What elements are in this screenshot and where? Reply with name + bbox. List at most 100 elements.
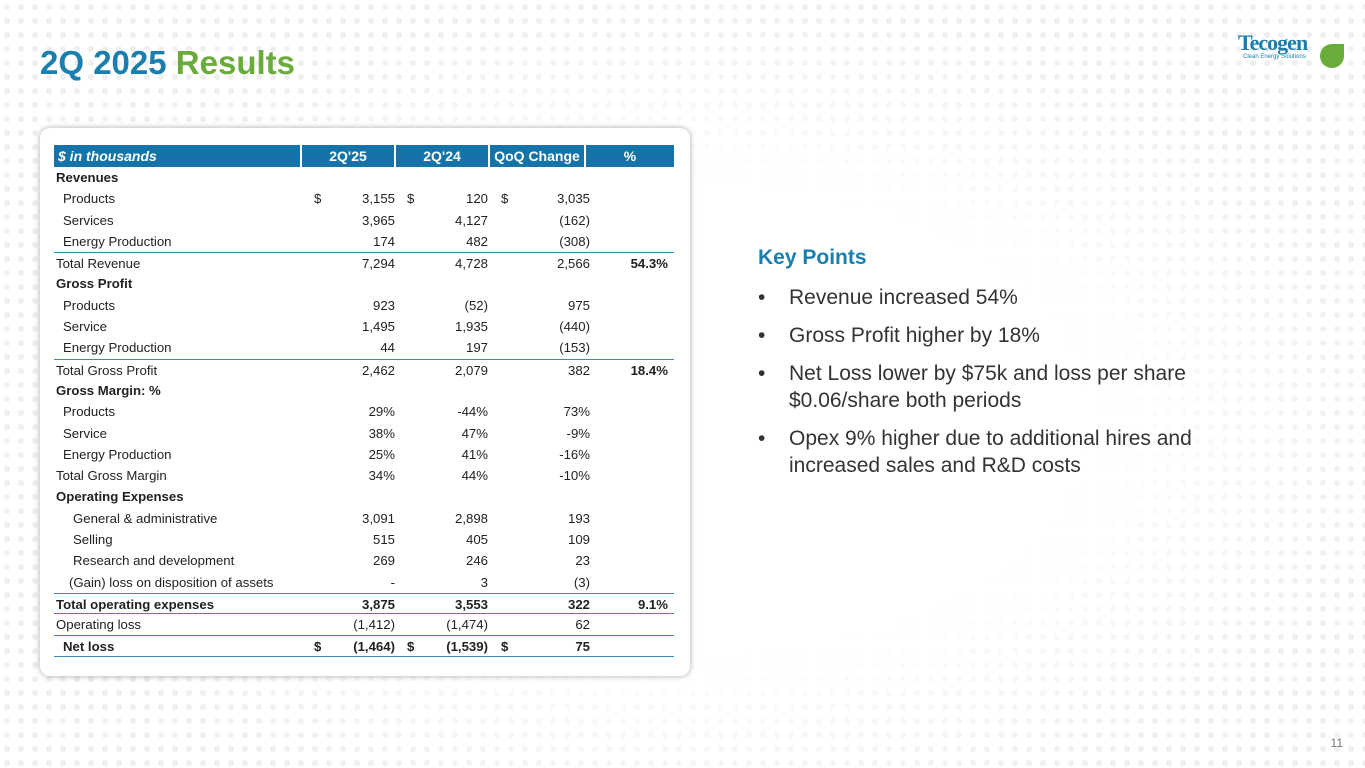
tecogen-logo: Tecogen Clean Energy Solutions: [1238, 30, 1348, 72]
row-label: Research and development: [73, 553, 235, 569]
row-value: 923: [372, 297, 395, 313]
row-value: 75: [575, 638, 590, 654]
row-value: (52): [464, 297, 488, 313]
table-row: Products $ $ $3,155 120 3,035: [54, 188, 674, 209]
row-value: 197: [465, 340, 488, 356]
row-label: Service: [63, 319, 107, 335]
row-value: 3,091: [361, 510, 395, 526]
table-row: Operating Expenses: [54, 486, 674, 507]
table-row: Products 29% -44% 73%: [54, 401, 674, 422]
row-label: Services: [63, 212, 114, 228]
table-row: Service 38% 47% -9%: [54, 423, 674, 444]
row-label: Operating loss: [56, 617, 142, 633]
table-row: Net loss $ $ $ (1,464) (1,539) 75: [54, 636, 674, 657]
title-part2: Results: [175, 44, 295, 81]
row-value: 23: [575, 553, 590, 569]
row-value: 3,035: [556, 191, 590, 207]
row-value: 9.1%: [637, 596, 668, 612]
row-value: 120: [465, 191, 488, 207]
row-value: 29%: [368, 404, 395, 420]
row-value: 515: [372, 532, 395, 548]
row-value: 44%: [461, 468, 488, 484]
row-value: -10%: [559, 468, 590, 484]
row-value: (153): [559, 340, 590, 356]
title-part1: 2Q 2025: [40, 44, 167, 81]
row-value: 3: [480, 574, 488, 590]
table-row: Total Gross Margin 34% 44% -10%: [54, 465, 674, 486]
header-pct: %: [623, 148, 637, 164]
row-value: 38%: [368, 425, 395, 441]
page-title: 2Q 2025 Results: [40, 44, 295, 82]
table-row: Revenues: [54, 167, 674, 188]
row-label: Net loss: [63, 638, 115, 654]
row-label: Energy Production: [63, 233, 172, 249]
row-label: Products: [63, 297, 116, 313]
table-row: Services 3,965 4,127 (162): [54, 210, 674, 231]
row-value: 405: [465, 532, 488, 548]
row-value: (440): [559, 319, 590, 335]
row-value: -9%: [566, 425, 590, 441]
key-point: Opex 9% higher due to additional hires a…: [758, 425, 1228, 479]
table-row: Gross Profit: [54, 273, 674, 294]
row-value: 1,935: [454, 319, 488, 335]
table-row: Energy Production 174 482 (308): [54, 231, 674, 252]
row-value: 2,898: [454, 510, 488, 526]
row-label: Service: [63, 425, 107, 441]
row-value: 269: [372, 553, 395, 569]
table-row: Energy Production 44 197 (153): [54, 337, 674, 358]
results-table: $ in thousands 2Q'25 2Q'24 QoQ Change % …: [54, 145, 674, 657]
header-units: $ in thousands: [54, 145, 302, 167]
currency-symbol: $: [407, 638, 415, 654]
table-row: Selling 515 405 109: [54, 529, 674, 550]
table-body: Revenues Products $ $ $3,155 120 3,035 Services…: [54, 167, 674, 657]
table-row: Research and development 269 246 23: [54, 550, 674, 571]
row-value: 3,155: [361, 191, 395, 207]
row-value: 62: [575, 617, 590, 633]
row-value: 193: [567, 510, 590, 526]
table-header: $ in thousands 2Q'25 2Q'24 QoQ Change %: [54, 145, 674, 167]
row-label: Operating Expenses: [56, 489, 184, 505]
row-value: -16%: [559, 446, 590, 462]
logo-name: Tecogen: [1238, 30, 1308, 55]
row-value: 109: [567, 532, 590, 548]
row-value: 44: [380, 340, 395, 356]
row-value: 7,294: [361, 256, 395, 272]
row-value: 382: [567, 362, 590, 378]
row-value: 174: [372, 233, 395, 249]
table-row: (Gain) loss on disposition of assets - 3 (3…: [54, 572, 674, 593]
row-value: -: [390, 574, 395, 590]
row-value: 246: [465, 553, 488, 569]
table-row: Total Revenue 7,294 4,728 2,566 54.3%: [54, 252, 674, 273]
row-label: Energy Production: [63, 446, 172, 462]
row-value: (162): [559, 212, 590, 228]
key-points-heading: Key Points: [758, 246, 867, 269]
table-row: Gross Margin: %: [54, 380, 674, 401]
row-value: 322: [567, 596, 590, 612]
currency-symbol: $: [314, 638, 322, 654]
currency-symbol: $: [501, 191, 509, 207]
row-label: Revenues: [56, 170, 119, 185]
key-point: Net Loss lower by $75k and loss per shar…: [758, 360, 1228, 414]
row-label: General & administrative: [73, 510, 218, 526]
row-label: Total Gross Margin: [56, 468, 167, 484]
row-value: 2,462: [361, 362, 395, 378]
row-value: 1,495: [361, 319, 395, 335]
row-value: 25%: [368, 446, 395, 462]
row-value: 3,965: [361, 212, 395, 228]
row-value: 3,875: [361, 596, 395, 612]
logo-tagline: Clean Energy Solutions: [1243, 54, 1306, 60]
row-value: 3,553: [454, 596, 488, 612]
table-row: Operating loss (1,412) (1,474) 62: [54, 614, 674, 636]
table-row: Total operating expenses 3,875 3,553 322 9.1…: [54, 592, 674, 615]
row-value: 73%: [563, 404, 590, 420]
row-label: Energy Production: [63, 340, 172, 356]
row-value: (1,539): [446, 638, 488, 654]
page-number: 11: [1330, 736, 1343, 750]
currency-symbol: $: [407, 191, 415, 207]
row-label: Gross Profit: [56, 276, 133, 292]
table-row: Total Gross Profit 2,462 2,079 382 18.4%: [54, 358, 674, 380]
header-2q24: 2Q'24: [396, 145, 490, 167]
key-points: Key Points Revenue increased 54% Gross P…: [758, 246, 1228, 490]
header-2q25: 2Q'25: [302, 145, 396, 167]
row-label: Total Revenue: [56, 256, 141, 272]
